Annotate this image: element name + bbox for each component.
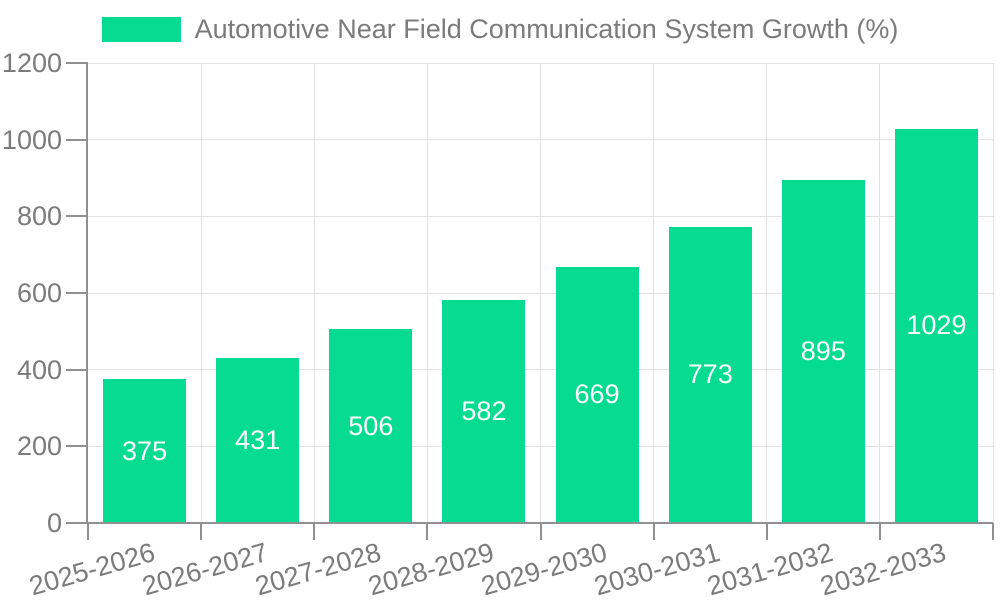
x-tick-label: 2031-2032 (704, 537, 837, 600)
bar: 431 (216, 357, 300, 523)
x-tick-label: 2025-2026 (25, 537, 158, 600)
x-tick-mark (200, 523, 203, 540)
bar: 375 (103, 379, 187, 523)
x-tick-mark (652, 523, 655, 540)
y-tick-label: 600 (16, 278, 62, 308)
y-tick-mark (66, 62, 88, 64)
x-tick-mark (313, 523, 316, 540)
v-gridline (313, 63, 315, 523)
x-axis-line (66, 522, 993, 524)
v-gridline (653, 63, 655, 523)
y-tick-label: 1200 (1, 48, 62, 78)
x-tick-label: 2027-2028 (251, 537, 385, 600)
y-tick-mark (66, 215, 88, 218)
legend-label: Automotive Near Field Communication Syst… (194, 14, 899, 44)
x-tick-mark (426, 523, 429, 540)
x-tick-mark (765, 523, 768, 540)
y-tick-mark (66, 445, 88, 448)
chart-legend: Automotive Near Field Communication Syst… (0, 15, 1000, 43)
bar: 895 (781, 179, 865, 523)
bar-value-label: 506 (348, 410, 394, 441)
y-tick-mark (66, 138, 88, 141)
x-tick-label: 2030-2031 (591, 537, 724, 600)
x-tick-label: 2026-2027 (138, 537, 271, 600)
bar-value-label: 582 (461, 395, 507, 426)
bar: 506 (329, 329, 413, 523)
v-gridline (766, 63, 768, 523)
x-tick-mark (992, 523, 994, 540)
y-tick-label: 400 (16, 354, 62, 385)
v-gridline (992, 63, 994, 523)
v-gridline (879, 63, 881, 523)
y-tick-label: 1000 (1, 124, 62, 155)
y-tick-label: 200 (16, 431, 62, 462)
v-gridline (200, 63, 202, 523)
bar-value-label: 1029 (906, 310, 967, 341)
bar: 1029 (894, 128, 978, 523)
v-gridline (426, 63, 428, 523)
y-axis-line (86, 63, 88, 523)
legend-swatch (101, 16, 181, 42)
x-tick-mark (878, 523, 881, 540)
y-tick-label: 800 (16, 201, 62, 232)
bar-value-label: 375 (122, 435, 168, 466)
v-gridline (540, 63, 541, 523)
x-tick-label: 2028-2029 (364, 537, 498, 600)
y-tick-mark (66, 368, 88, 371)
bar: 773 (668, 226, 752, 523)
bar: 582 (442, 299, 526, 523)
y-tick-label: 0 (46, 508, 62, 538)
x-tick-label: 2029-2030 (477, 537, 611, 600)
bar-value-label: 669 (574, 379, 620, 410)
bar-value-label: 773 (687, 359, 733, 390)
bar-value-label: 895 (800, 335, 846, 366)
y-tick-mark (66, 292, 88, 294)
x-tick-mark (539, 523, 542, 540)
x-tick-mark (87, 523, 89, 540)
x-tick-label: 2032-2033 (817, 537, 950, 600)
bar-value-label: 431 (235, 424, 281, 455)
bar: 669 (555, 266, 639, 523)
